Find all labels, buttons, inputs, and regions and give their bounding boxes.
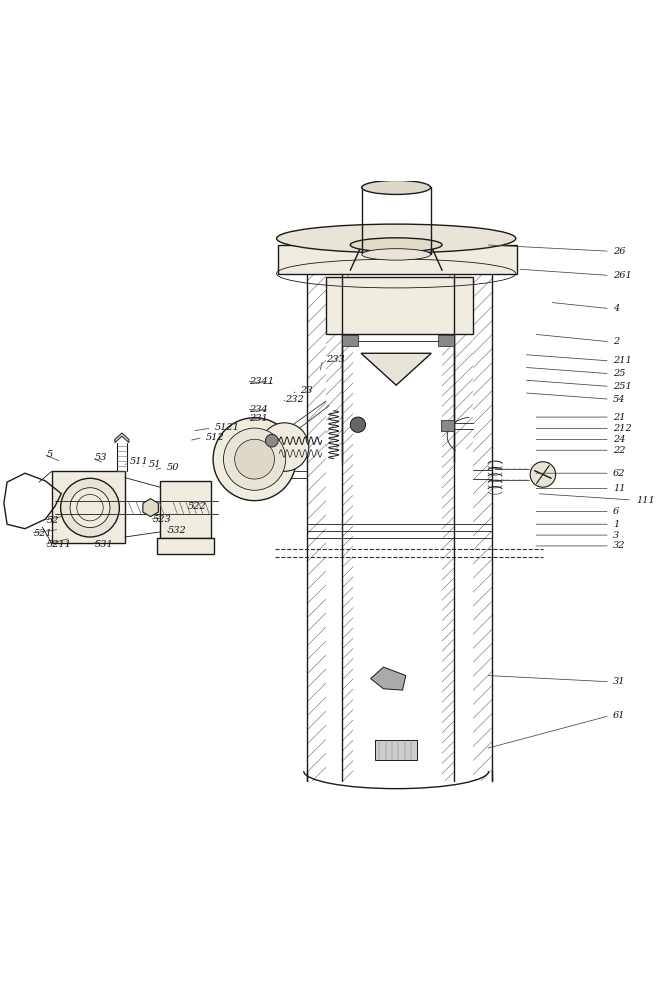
Circle shape — [350, 417, 365, 432]
Text: 531: 531 — [95, 540, 114, 549]
Text: 26: 26 — [613, 247, 626, 256]
Ellipse shape — [277, 224, 516, 253]
Text: 5211: 5211 — [47, 540, 72, 549]
Text: 51: 51 — [149, 460, 161, 469]
Text: 32: 32 — [613, 541, 626, 550]
Text: 50: 50 — [167, 463, 179, 472]
Circle shape — [235, 439, 274, 479]
Polygon shape — [157, 538, 215, 554]
Text: 532: 532 — [168, 526, 186, 535]
Text: 111: 111 — [636, 496, 655, 505]
Ellipse shape — [361, 180, 430, 194]
Circle shape — [70, 488, 110, 528]
Text: 211: 211 — [613, 356, 632, 365]
Text: 521: 521 — [34, 529, 52, 538]
Text: 11: 11 — [613, 484, 626, 493]
Text: 53: 53 — [95, 453, 108, 462]
Text: 1: 1 — [613, 520, 619, 529]
Circle shape — [266, 434, 278, 447]
Circle shape — [530, 462, 556, 487]
Text: 233: 233 — [326, 355, 345, 364]
Polygon shape — [342, 335, 358, 346]
Text: 22: 22 — [613, 446, 626, 455]
Polygon shape — [441, 420, 453, 431]
Text: 231: 231 — [249, 414, 268, 423]
Polygon shape — [278, 245, 518, 274]
Polygon shape — [371, 667, 406, 690]
Ellipse shape — [361, 249, 430, 260]
Polygon shape — [361, 353, 431, 385]
Text: 522: 522 — [188, 502, 207, 511]
Circle shape — [60, 478, 119, 537]
Circle shape — [213, 418, 296, 501]
Text: 251: 251 — [613, 382, 632, 391]
Polygon shape — [326, 277, 473, 334]
Text: 512: 512 — [206, 433, 225, 442]
Text: 5121: 5121 — [215, 423, 240, 432]
Text: 52: 52 — [47, 516, 59, 525]
Bar — [375, 740, 417, 760]
Polygon shape — [160, 481, 211, 538]
Text: 261: 261 — [613, 271, 632, 280]
Text: 232: 232 — [285, 395, 303, 404]
Polygon shape — [52, 471, 125, 543]
Text: 3: 3 — [613, 531, 619, 540]
Polygon shape — [115, 433, 129, 443]
Circle shape — [260, 423, 309, 471]
Text: 2341: 2341 — [249, 377, 274, 386]
Text: 23: 23 — [300, 386, 313, 395]
Polygon shape — [143, 499, 158, 517]
Polygon shape — [438, 335, 453, 346]
Text: 24: 24 — [613, 435, 626, 444]
Text: 511: 511 — [129, 457, 148, 466]
Text: 234: 234 — [249, 405, 268, 414]
Text: 31: 31 — [613, 677, 626, 686]
Circle shape — [224, 428, 285, 490]
Text: 21: 21 — [613, 413, 626, 422]
Text: 2: 2 — [613, 337, 619, 346]
Text: 61: 61 — [613, 711, 626, 720]
Text: 62: 62 — [613, 469, 626, 478]
Text: 4: 4 — [613, 304, 619, 313]
Ellipse shape — [350, 238, 442, 252]
Text: 5: 5 — [47, 450, 53, 459]
Text: 25: 25 — [613, 369, 626, 378]
Text: 6: 6 — [613, 507, 619, 516]
Text: 54: 54 — [613, 395, 626, 404]
Text: 523: 523 — [152, 515, 171, 524]
Text: 212: 212 — [613, 424, 632, 433]
